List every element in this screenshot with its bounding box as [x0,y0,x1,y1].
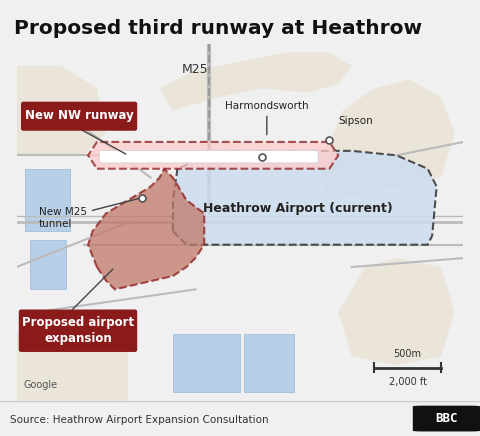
Text: Proposed third runway at Heathrow: Proposed third runway at Heathrow [14,19,422,38]
Polygon shape [30,240,66,290]
Polygon shape [159,53,352,111]
Text: Heathrow Airport (current): Heathrow Airport (current) [203,202,393,215]
Text: 2,000 ft: 2,000 ft [389,377,427,387]
Polygon shape [173,151,437,245]
FancyBboxPatch shape [19,310,137,352]
FancyBboxPatch shape [413,405,480,432]
Text: Source: Heathrow Airport Expansion Consultation: Source: Heathrow Airport Expansion Consu… [10,416,268,425]
Text: New NW runway: New NW runway [25,109,133,123]
Polygon shape [16,312,128,401]
FancyBboxPatch shape [99,150,318,163]
Text: Harmondsworth: Harmondsworth [225,101,309,135]
Polygon shape [244,334,294,392]
Text: M25: M25 [182,63,208,76]
Polygon shape [25,169,70,232]
Polygon shape [321,79,455,200]
Polygon shape [88,142,338,169]
Polygon shape [88,169,204,290]
Polygon shape [173,334,240,392]
Text: 500m: 500m [394,349,421,359]
Text: Sipson: Sipson [338,116,373,126]
Text: Proposed airport
expansion: Proposed airport expansion [22,317,134,345]
Text: Google: Google [23,380,58,390]
Polygon shape [338,258,455,365]
FancyBboxPatch shape [21,102,137,131]
Text: New M25
tunnel: New M25 tunnel [39,198,139,229]
Text: BBC: BBC [435,412,457,425]
Polygon shape [16,66,106,155]
